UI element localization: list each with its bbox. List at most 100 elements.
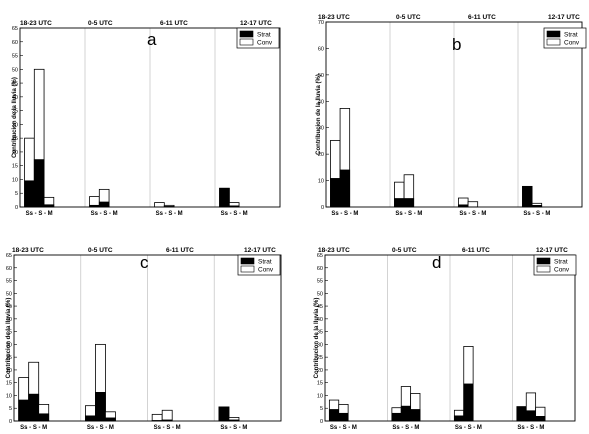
- period-label: 18-23 UTC: [12, 247, 44, 254]
- bar-strat: [394, 198, 405, 208]
- axes-frame: [324, 254, 576, 422]
- legend-swatch-strat: [536, 257, 551, 265]
- group-label: Ss - S - M: [331, 211, 358, 217]
- bar-strat: [95, 391, 106, 422]
- period-label: 12-17 UTC: [240, 20, 272, 27]
- y-tick-label: 5: [9, 406, 12, 412]
- y-tick-label: 50: [318, 73, 324, 79]
- bar-conv: [154, 202, 165, 208]
- y-tick-label: 40: [317, 317, 323, 323]
- group-label: Ss - S - M: [220, 425, 247, 431]
- y-tick-label: 30: [318, 126, 324, 132]
- y-tick-label: 30: [6, 342, 12, 348]
- period-label: 6-11 UTC: [160, 20, 188, 27]
- legend-label-strat: Strat: [258, 259, 272, 266]
- legend-swatch-conv: [239, 38, 254, 46]
- legend-label-strat: Strat: [564, 32, 578, 39]
- y-tick-label: 65: [317, 253, 323, 259]
- bar-strat: [85, 415, 96, 422]
- y-tick-label: 50: [12, 67, 18, 73]
- group-label: Ss - S - M: [330, 425, 357, 431]
- bar-strat: [328, 409, 340, 422]
- chart-panel-a: 18-23 UTC 0-5 UTC 6-11 UTC 12-17 UTC 0 5 10 15 2…: [12, 20, 281, 217]
- bar-strat: [219, 187, 230, 208]
- y-tick-label: 30: [12, 122, 18, 128]
- y-tick-label: 35: [317, 330, 323, 336]
- group-label: Ss - S - M: [154, 425, 181, 431]
- y-tick-label: 15: [12, 164, 18, 170]
- legend-swatch-conv: [536, 265, 551, 273]
- y-tick-label: 60: [12, 40, 18, 46]
- y-tick-label: 40: [12, 95, 18, 101]
- period-label: 18-23 UTC: [318, 247, 350, 254]
- group-label: Ss - S - M: [20, 425, 47, 431]
- chart-panel-c: 18-23 UTC 0-5 UTC 6-11 UTC 12-17 UTC 0 5 10 15 2…: [6, 247, 282, 431]
- period-label: 0-5 UTC: [88, 247, 113, 254]
- bar-strat: [453, 415, 465, 422]
- y-tick-label: 45: [317, 304, 323, 310]
- legend-label-strat: Strat: [257, 32, 271, 39]
- period-label: 12-17 UTC: [244, 247, 276, 254]
- bar-strat: [463, 383, 474, 422]
- period-label: 18-23 UTC: [20, 20, 52, 27]
- bar-strat: [535, 416, 546, 422]
- y-tick-label: 25: [12, 136, 18, 142]
- bar-strat: [33, 159, 45, 208]
- group-label: Ss - S - M: [26, 211, 53, 217]
- legend-label-conv: Conv: [257, 40, 273, 47]
- legend-label-conv: Conv: [258, 267, 274, 274]
- bar-strat: [525, 410, 537, 422]
- y-axis-label: Contribucion de la lluvia (%): [316, 74, 322, 155]
- y-tick-label: 10: [318, 179, 324, 185]
- y-axis-label: Contribucion de la lluvia (%): [12, 77, 18, 158]
- y-tick-label: 20: [12, 150, 18, 156]
- group-label: Ss - S - M: [523, 211, 550, 217]
- y-tick-label: 60: [318, 46, 324, 52]
- y-tick-label: 70: [318, 20, 324, 26]
- legend-label-conv: Conv: [554, 267, 570, 274]
- y-tick-label: 20: [317, 368, 323, 374]
- legend-label-conv: Conv: [564, 40, 580, 47]
- bar-conv: [151, 413, 163, 422]
- y-tick-label: 35: [12, 109, 18, 115]
- bar-strat: [98, 201, 110, 208]
- bar-strat: [522, 185, 533, 208]
- y-tick-label: 65: [12, 26, 18, 32]
- y-tick-label: 10: [317, 393, 323, 399]
- group-label: Ss - S - M: [392, 425, 419, 431]
- legend-swatch-conv: [546, 38, 561, 46]
- bar-strat: [403, 198, 415, 208]
- bar-strat: [18, 399, 30, 422]
- bar-conv: [161, 409, 173, 422]
- y-tick-label: 40: [318, 99, 324, 105]
- y-tick-label: 20: [6, 368, 12, 374]
- y-tick-label: 10: [6, 393, 12, 399]
- chart-panel-d: 18-23 UTC 0-5 UTC 6-11 UTC 12-17 UTC 0 5 10 15 2…: [314, 247, 577, 431]
- group-label: Ss - S - M: [91, 211, 118, 217]
- y-tick-label: 45: [6, 304, 12, 310]
- bar-strat: [28, 393, 40, 422]
- y-tick-label: 50: [6, 291, 12, 297]
- y-tick-label: 0: [9, 419, 12, 425]
- panel-letter: c: [140, 253, 149, 272]
- y-tick-label: 65: [6, 253, 12, 259]
- legend-swatch-strat: [239, 30, 254, 38]
- y-tick-label: 0: [15, 205, 18, 211]
- legend-label-strat: Strat: [554, 259, 568, 266]
- panel-letter: d: [432, 253, 441, 272]
- y-axis-label: Contribucion de la lluvia (%): [314, 298, 320, 379]
- y-tick-label: 15: [6, 381, 12, 387]
- y-tick-label: 25: [6, 355, 12, 361]
- y-tick-label: 0: [321, 205, 324, 211]
- bar-strat: [218, 406, 230, 422]
- bar-strat: [391, 412, 402, 422]
- period-label: 0-5 UTC: [396, 14, 421, 21]
- y-tick-label: 55: [6, 279, 12, 285]
- bar-strat: [105, 417, 116, 422]
- y-tick-label: 20: [318, 152, 324, 158]
- legend-swatch-conv: [240, 265, 255, 273]
